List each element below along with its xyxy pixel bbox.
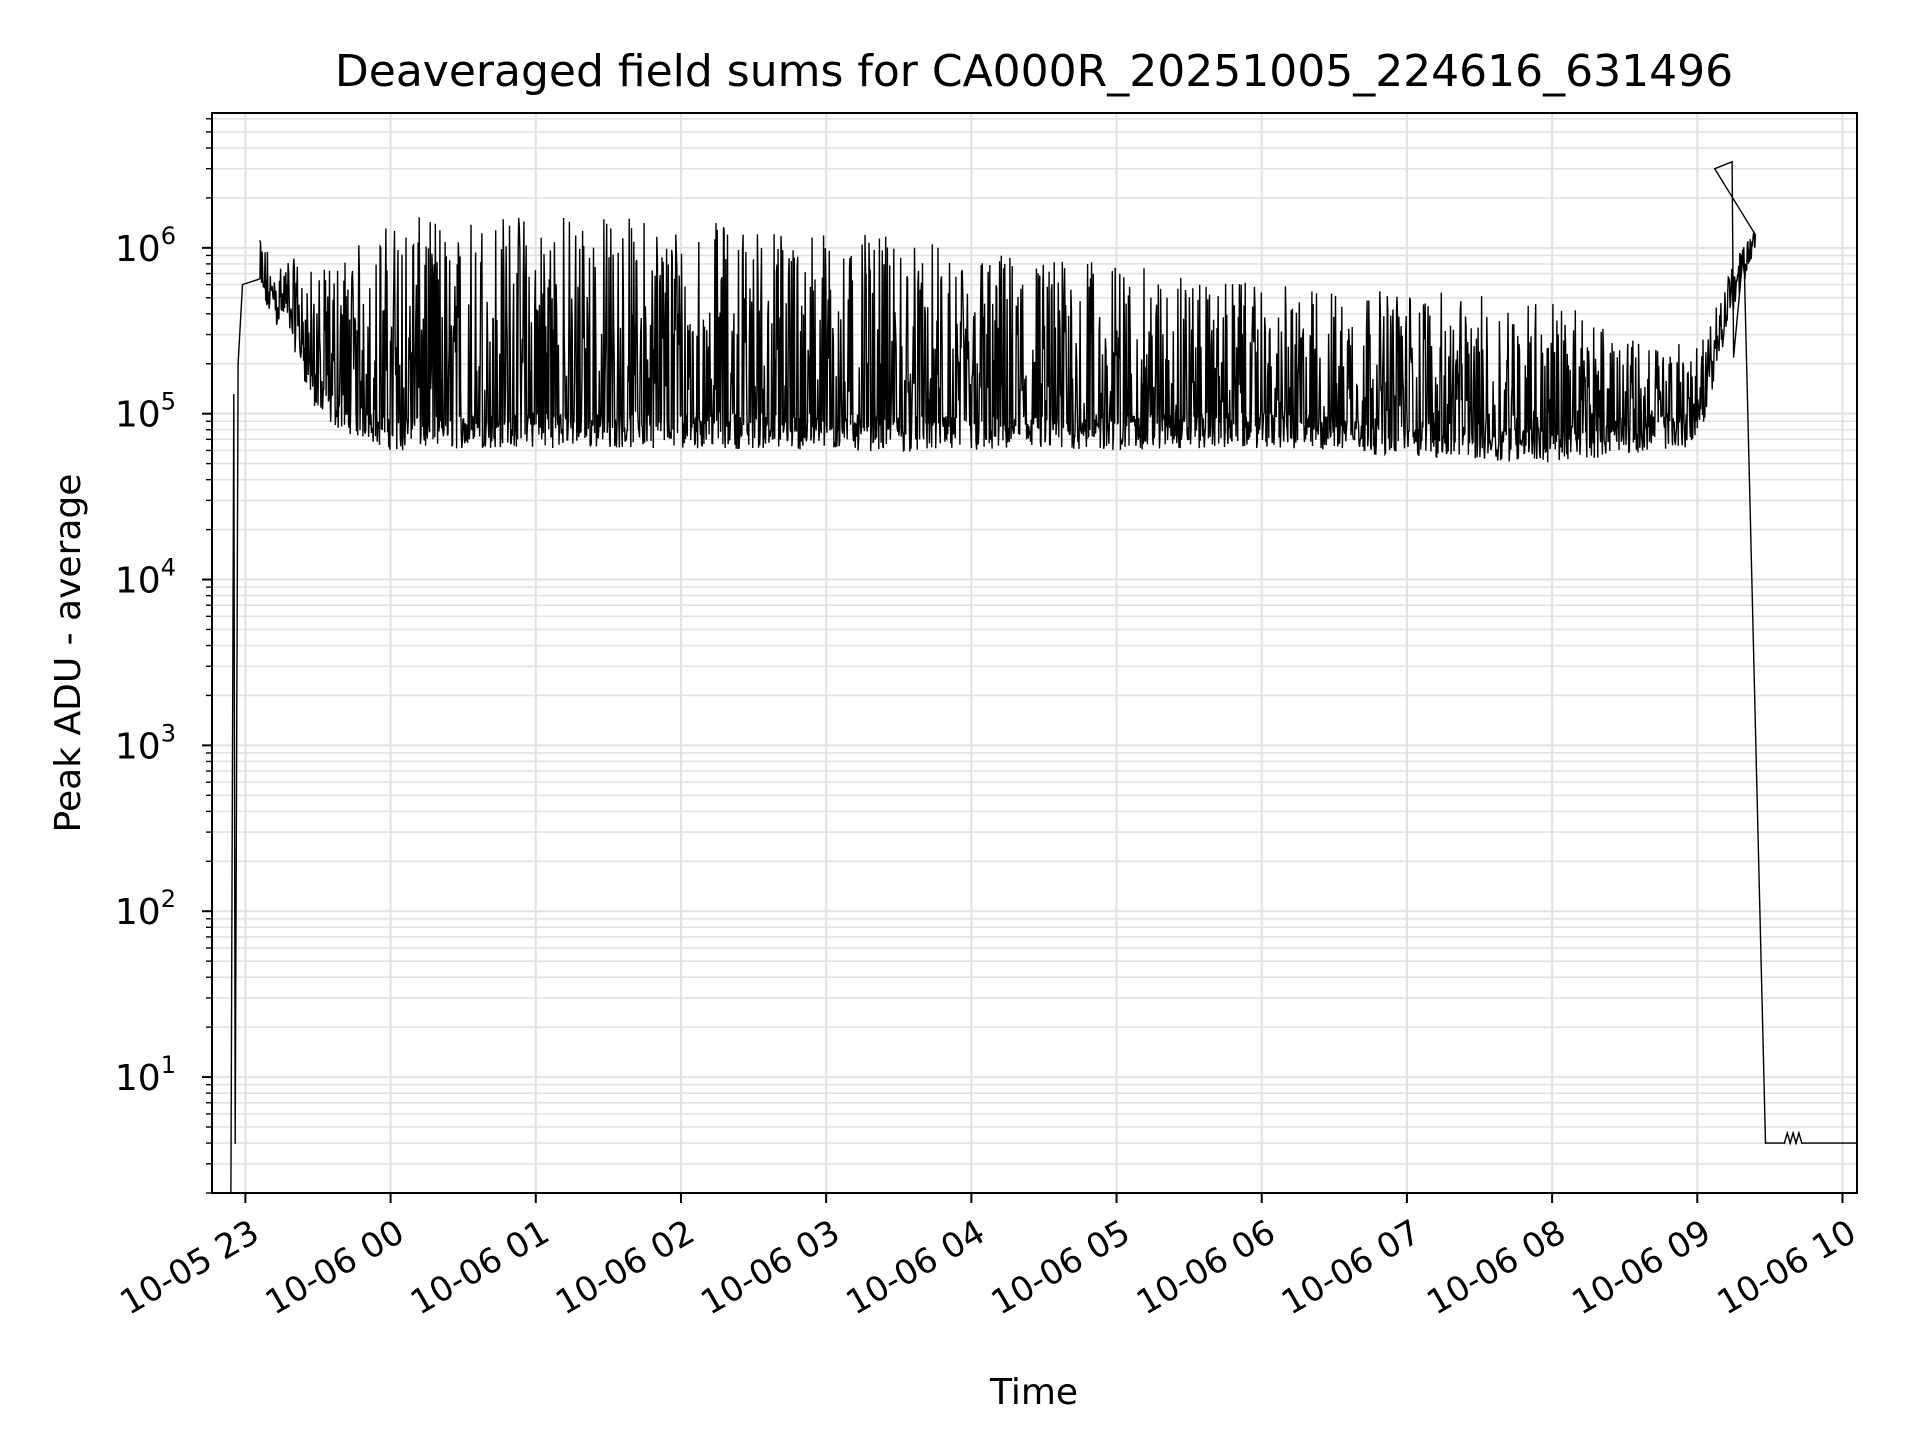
data-point	[1732, 356, 1735, 358]
y-tick-label: 104	[115, 554, 176, 602]
y-tick-base: 10	[115, 726, 161, 767]
y-tick-base: 10	[115, 1058, 161, 1099]
data-point	[1786, 1132, 1789, 1134]
data-point	[1798, 1132, 1800, 1134]
y-tick-base: 10	[115, 229, 161, 270]
y-tick-exponent: 3	[161, 719, 176, 747]
plot-frame	[211, 112, 1858, 1194]
data-point	[1742, 247, 1745, 249]
y-tick-label: 105	[115, 388, 176, 436]
data-point	[1801, 1142, 1803, 1144]
series-path	[230, 160, 1857, 1194]
y-tick-base: 10	[115, 395, 161, 436]
x-axis-label: Time	[989, 1372, 1078, 1413]
data-point	[234, 1142, 237, 1144]
y-tick-exponent: 2	[161, 885, 176, 913]
chart-title: Deaveraged field sums for CA000R_2025100…	[335, 46, 1733, 97]
data-point	[1764, 1142, 1767, 1144]
data-point	[1783, 1142, 1786, 1144]
y-axis-label: Peak ADU - average	[48, 474, 89, 833]
data-point	[1792, 1132, 1794, 1134]
y-tick-label: 101	[115, 1051, 176, 1099]
y-tick-label: 103	[115, 719, 176, 767]
y-tick-exponent: 1	[161, 1051, 176, 1079]
data-point	[1713, 167, 1716, 170]
y-tick-base: 10	[115, 561, 161, 602]
data-point	[232, 393, 235, 396]
y-tick-exponent: 5	[161, 388, 176, 416]
data-point	[1789, 1142, 1792, 1144]
data-point	[1795, 1142, 1797, 1144]
y-tick-exponent: 4	[161, 554, 176, 582]
y-tick-base: 10	[115, 892, 161, 933]
y-tick-exponent: 6	[161, 222, 176, 250]
series-line	[230, 160, 1858, 1194]
data-point	[237, 362, 239, 365]
data-point	[259, 240, 261, 242]
y-tick-label: 102	[115, 885, 176, 933]
data-point	[1731, 161, 1733, 163]
y-tick-label: 106	[115, 222, 176, 270]
